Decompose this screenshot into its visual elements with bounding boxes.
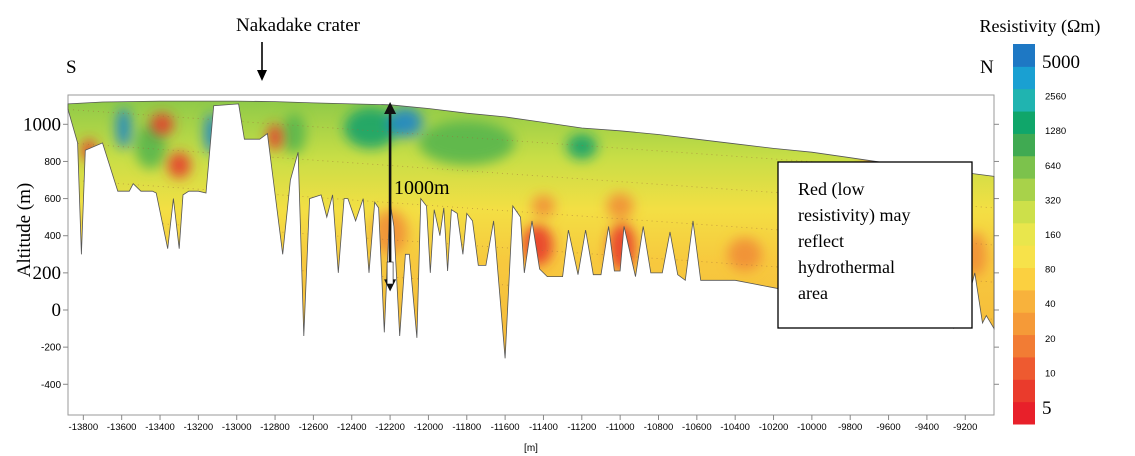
low-resistivity-zone [727, 237, 763, 272]
colorbar-swatch [1013, 401, 1035, 425]
note-line-2: resistivity) may [798, 205, 910, 226]
note-line-4: hydrothermal [798, 257, 895, 277]
high-resistivity-zone [115, 107, 132, 149]
low-resistivity-zone [150, 113, 174, 136]
colorbar-label: 320 [1045, 195, 1061, 206]
colorbar-swatch [1013, 155, 1035, 179]
colorbar-label: 2560 [1045, 92, 1066, 103]
x-tick-label: -9400 [915, 422, 939, 433]
low-resistivity-zone [267, 124, 283, 151]
colorbar-swatch [1013, 222, 1035, 246]
crater-arrow [257, 42, 267, 81]
colorbar-label: 1280 [1045, 126, 1066, 137]
x-tick-label: -12600 [299, 422, 329, 433]
colorbar-label: 40 [1045, 299, 1056, 310]
colorbar-swatch [1013, 88, 1035, 112]
x-tick-label: -12400 [337, 422, 367, 433]
colorbar-label: 160 [1045, 230, 1061, 241]
x-tick-label: -10200 [759, 422, 789, 433]
axis-ticks [63, 123, 999, 420]
colorbar-swatch [1013, 267, 1035, 291]
colorbar-label: 10 [1045, 368, 1056, 379]
north-label: N [980, 57, 994, 78]
x-tick-label: -9600 [876, 422, 900, 433]
colorbar-swatch [1013, 356, 1035, 380]
low-resistivity-zone [531, 194, 555, 218]
x-tick-label: -9200 [953, 422, 977, 433]
south-label: S [66, 57, 77, 78]
colorbar-swatch [1013, 289, 1035, 313]
colorbar-swatch [1013, 379, 1035, 403]
y-tick-label: 400 [44, 231, 61, 242]
depth-arrow [384, 102, 397, 292]
x-tick-label: -13000 [222, 422, 252, 433]
colorbar-swatch [1013, 312, 1035, 336]
x-tick-label: -10400 [720, 422, 750, 433]
colorbar-labels: 5000 2560 1280 640 320 160 80 40 20 10 5 [1042, 52, 1080, 419]
x-tick-label: -9800 [838, 422, 862, 433]
x-tick-label: -11200 [567, 422, 596, 433]
x-tick-labels: -13800 -13600 -13400 -13200 -13000 -12800 -126… [69, 422, 978, 433]
high-resistivity-zone [566, 133, 598, 160]
high-resistivity-zone [344, 107, 398, 149]
x-tick-label: -13400 [145, 422, 175, 433]
y-tick-labels: 1000 800 600 400 200 0 -200 -400 [23, 114, 61, 390]
high-resistivity-zones [115, 107, 598, 169]
y-axis-label: Altitude (m) [14, 183, 35, 277]
colorbar-swatch [1013, 44, 1035, 67]
x-tick-label: -13600 [107, 422, 137, 433]
colorbar-swatch [1013, 111, 1035, 134]
x-tick-label: -12200 [375, 422, 405, 433]
colorbar-swatch [1013, 133, 1035, 157]
low-resistivity-zone [81, 139, 97, 162]
crater-label: Nakadake crater [236, 15, 361, 36]
colorbar-label: 5000 [1042, 52, 1080, 73]
colorbar-label: 5 [1042, 398, 1052, 419]
resistivity-section [67, 100, 995, 359]
x-tick-label: -12800 [260, 422, 290, 433]
colorbar-swatch [1013, 334, 1035, 358]
y-tick-label: 0 [52, 300, 62, 321]
x-tick-label: -10000 [797, 422, 827, 433]
low-resistivity-zone [167, 152, 191, 179]
x-tick-label: -10800 [644, 422, 674, 433]
y-tick-label: 200 [33, 263, 62, 284]
colorbar-swatch [1013, 245, 1035, 269]
note-box: Red (low resistivity) may reflect hydrot… [777, 161, 973, 329]
y-tick-label: 600 [44, 194, 61, 205]
colorbar-swatch [1013, 200, 1035, 224]
high-resistivity-zone [418, 120, 515, 166]
section-body [68, 101, 994, 359]
note-line-5: area [798, 283, 828, 303]
colorbar-swatch [1013, 66, 1035, 90]
x-tick-label: -13800 [69, 422, 99, 433]
colorbar-title: Resistivity (Ωm) [980, 16, 1101, 37]
y-tick-label: -400 [41, 380, 61, 391]
x-tick-label: -10600 [682, 422, 712, 433]
x-tick-label: -12000 [414, 422, 444, 433]
high-resistivity-zone [388, 107, 423, 138]
x-tick-label: -11600 [491, 422, 520, 433]
depth-label: 1000m [394, 177, 450, 199]
colorbar-label: 640 [1045, 161, 1061, 172]
low-resistivity-zone [606, 193, 634, 220]
y-tick-label: 1000 [23, 114, 61, 135]
colorbar-swatch [1013, 178, 1035, 201]
x-tick-label: -11400 [529, 422, 558, 433]
y-tick-label: 800 [44, 157, 61, 168]
colorbar-label: 80 [1045, 265, 1056, 276]
high-resistivity-zone [135, 124, 166, 169]
high-resistivity-zone [282, 113, 306, 155]
note-line-1: Red (low [798, 179, 865, 200]
colorbar-label: 20 [1045, 334, 1056, 345]
note-line-3: reflect [798, 231, 844, 251]
x-tick-label: -11000 [606, 422, 635, 433]
colorbar [1013, 44, 1035, 425]
x-tick-label: -11800 [452, 422, 481, 433]
x-axis-label: [m] [524, 443, 538, 454]
x-tick-label: -13200 [184, 422, 214, 433]
y-tick-label: -200 [41, 343, 61, 354]
high-resistivity-zone [204, 113, 220, 155]
